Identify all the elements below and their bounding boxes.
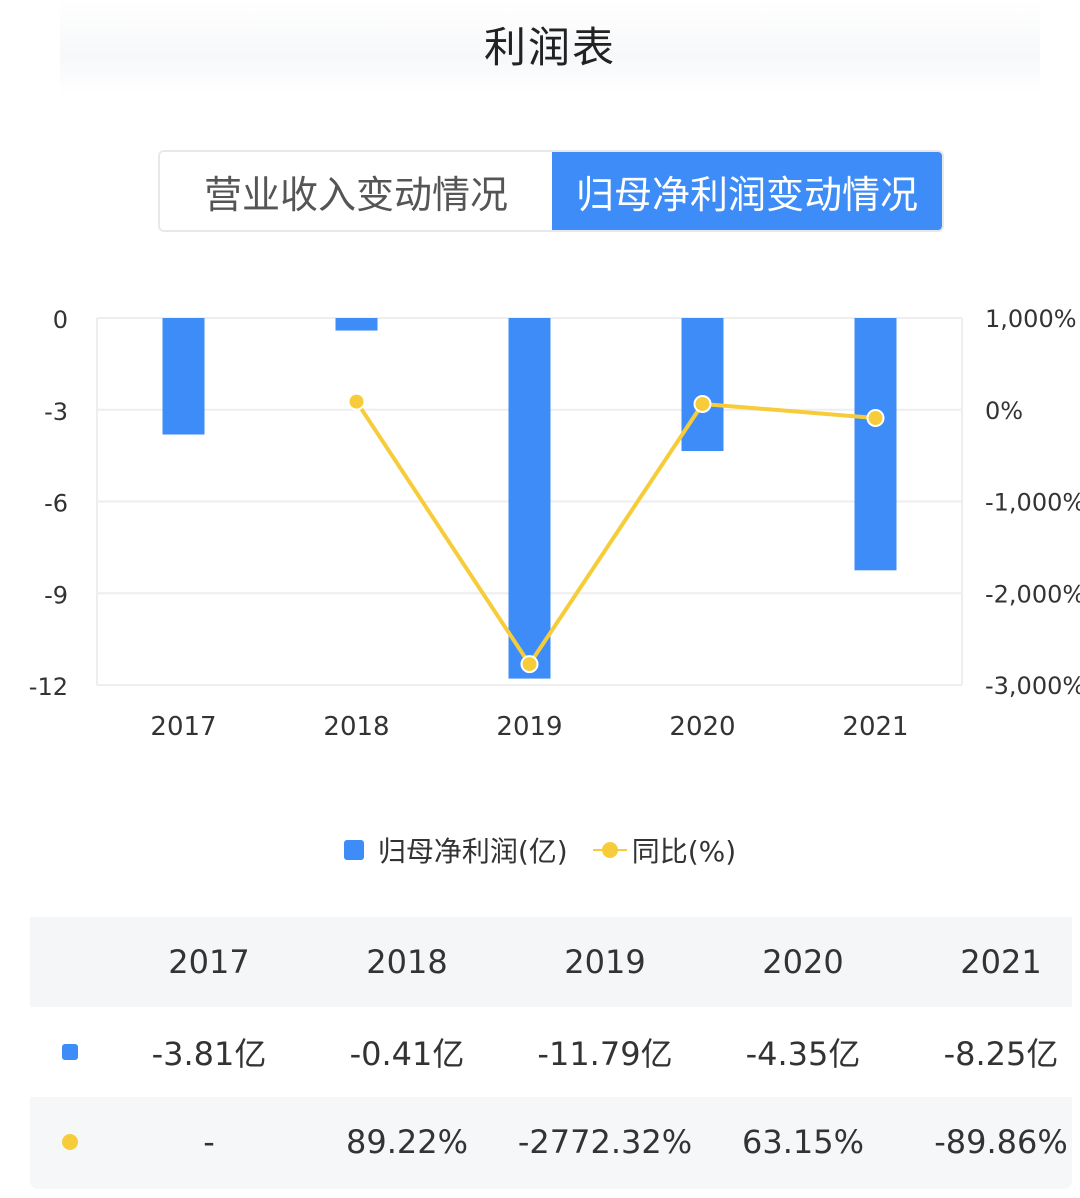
bar (508, 318, 551, 679)
yoy-line (354, 400, 876, 668)
y-left-tick-label: -9 (44, 581, 68, 609)
table-row-net-profit: -3.81亿 -0.41亿 -11.79亿 -4.35亿 -8.25亿 (30, 1007, 1072, 1097)
table-header-row: 2017 2018 2019 2020 2021 (30, 917, 1072, 1007)
tab-revenue-change[interactable]: 营业收入变动情况 (160, 152, 552, 230)
bar-series-icon (30, 1044, 110, 1060)
table-year: 2019 (564, 943, 646, 981)
profit-chart: 0 -3 -6 -9 -12 1,000% 0% -1,000% -2,000% -3,000% 2… (29, 305, 1080, 742)
legend-item-yoy[interactable]: 同比(%) (592, 830, 737, 870)
tab-net-profit-change[interactable]: 归母净利润变动情况 (552, 152, 942, 230)
y-right-tick-label: 1,000% (985, 305, 1077, 333)
header: 利润表 (60, 0, 1040, 95)
y-left-tick-label: 0 (53, 306, 68, 334)
table-cell: -4.35亿 (745, 1035, 861, 1073)
tab-bar: 营业收入变动情况 归母净利润变动情况 (158, 150, 944, 232)
y-right-tick-label: -3,000% (985, 672, 1080, 700)
y-left-tick-label: -6 (44, 490, 68, 518)
data-table: 2017 2018 2019 2020 2021 -3.81亿 -0.41亿 -… (30, 917, 1072, 1189)
table-cell: -11.79亿 (537, 1035, 673, 1073)
table-cell: -3.81亿 (151, 1035, 267, 1073)
table-cell: - (203, 1123, 215, 1161)
x-tick-label: 2018 (323, 712, 389, 742)
line-swatch-icon (592, 842, 627, 858)
table-cell: -8.25亿 (943, 1035, 1059, 1073)
yoy-point (866, 408, 885, 427)
bar (854, 318, 897, 571)
bar (335, 318, 378, 331)
y-left-tick-label: -3 (44, 398, 68, 426)
table-year: 2017 (168, 943, 250, 981)
y-right-tick-label: -2,000% (985, 580, 1080, 608)
y-right-tick-label: -1,000% (985, 489, 1080, 517)
legend-label-yoy: 同比(%) (631, 835, 737, 868)
table-row-yoy: - 89.22% -2772.32% 63.15% -89.86% (30, 1097, 1072, 1187)
yoy-point (347, 392, 366, 411)
x-tick-label: 2019 (496, 712, 562, 742)
table-year: 2020 (762, 943, 844, 981)
table-year: 2018 (366, 943, 448, 981)
legend-item-net-profit[interactable]: 归母净利润(亿) (343, 830, 568, 870)
table-cell: 89.22% (345, 1123, 468, 1161)
table-cell: -89.86% (934, 1123, 1068, 1161)
x-tick-label: 2020 (669, 712, 735, 742)
x-tick-label: 2021 (842, 712, 908, 742)
table-year: 2021 (960, 943, 1042, 981)
bar (162, 318, 205, 435)
table-cell: 63.15% (741, 1123, 864, 1161)
y-right-tick-label: 0% (985, 397, 1023, 425)
x-tick-label: 2017 (150, 712, 216, 742)
page-title: 利润表 (483, 23, 616, 72)
y-left-tick-label: -12 (29, 673, 68, 701)
line-series-icon (30, 1134, 110, 1150)
yoy-point (520, 655, 539, 674)
table-cell: -0.41亿 (349, 1035, 465, 1073)
chart-legend: 归母净利润(亿) 同比(%) (0, 830, 1080, 870)
bar-swatch-icon (343, 840, 364, 860)
legend-label-net-profit: 归母净利润(亿) (377, 835, 568, 868)
yoy-point (693, 394, 712, 413)
bar (681, 318, 724, 452)
table-cell: -2772.32% (517, 1123, 693, 1161)
